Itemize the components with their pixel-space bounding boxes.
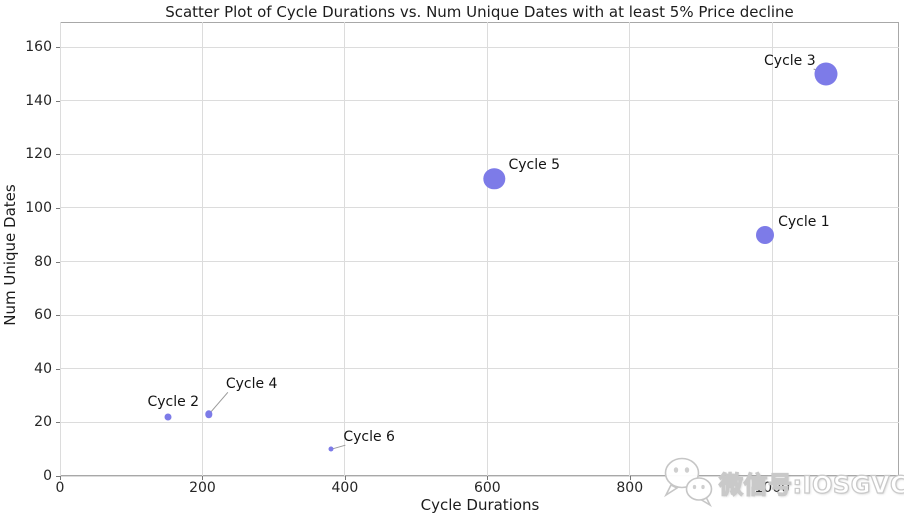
x-gridline bbox=[771, 22, 773, 476]
x-tick-label: 0 bbox=[55, 480, 65, 496]
x-tick-mark bbox=[60, 476, 61, 480]
y-tick-label: 0 bbox=[43, 468, 52, 484]
point-label-cycle-6: Cycle 6 bbox=[343, 429, 395, 446]
scatter-point-cycle-4 bbox=[205, 410, 213, 419]
scatter-point-cycle-2 bbox=[164, 413, 172, 421]
x-gridline bbox=[629, 22, 631, 476]
x-tick-label: 800 bbox=[616, 480, 644, 496]
x-tick-label: 400 bbox=[331, 480, 359, 496]
point-label-cycle-5: Cycle 5 bbox=[508, 156, 561, 173]
watermark-text: 微信号:IOSGVC bbox=[718, 470, 904, 499]
y-tick-mark bbox=[56, 100, 60, 102]
y-gridline bbox=[60, 314, 899, 316]
y-gridline bbox=[60, 46, 899, 48]
point-label-cycle-1: Cycle 1 bbox=[778, 213, 830, 230]
point-label-cycle-3: Cycle 3 bbox=[764, 52, 816, 69]
y-tick-mark bbox=[56, 154, 60, 156]
x-gridline bbox=[344, 22, 346, 476]
y-tick-mark bbox=[56, 47, 60, 49]
y-tick-label: 80 bbox=[34, 253, 52, 270]
y-tick-mark bbox=[56, 368, 60, 370]
y-gridline bbox=[60, 100, 899, 102]
x-tick-label: 200 bbox=[189, 480, 216, 496]
y-tick-label: 140 bbox=[25, 92, 52, 109]
x-tick-label: 600 bbox=[473, 480, 501, 496]
y-gridline bbox=[60, 475, 899, 477]
x-tick-label: 1000 bbox=[754, 480, 791, 496]
leader-line-cycle-4 bbox=[208, 392, 229, 415]
x-tick-mark bbox=[772, 476, 774, 480]
x-axis-label: Cycle Durations bbox=[420, 496, 540, 514]
scatter-point-cycle-6 bbox=[328, 446, 334, 452]
y-tick-label: 100 bbox=[25, 199, 52, 216]
x-tick-mark bbox=[202, 476, 204, 480]
y-tick-mark bbox=[56, 476, 60, 477]
point-label-cycle-4: Cycle 4 bbox=[225, 376, 278, 393]
y-tick-label: 20 bbox=[34, 414, 52, 431]
y-tick-label: 40 bbox=[34, 360, 52, 377]
x-tick-mark bbox=[487, 476, 489, 480]
point-label-cycle-2: Cycle 2 bbox=[147, 394, 200, 411]
y-gridline bbox=[60, 368, 899, 370]
y-tick-mark bbox=[56, 422, 60, 424]
plot-area bbox=[60, 22, 899, 476]
chart-title: Scatter Plot of Cycle Durations vs. Num … bbox=[165, 3, 794, 21]
wechat-watermark: 微信号:IOSGVC bbox=[662, 455, 904, 509]
x-gridline bbox=[59, 22, 61, 476]
scatter-point-cycle-5 bbox=[483, 167, 506, 190]
x-tick-mark bbox=[344, 476, 346, 480]
y-tick-mark bbox=[56, 207, 60, 209]
y-tick-label: 60 bbox=[34, 307, 52, 324]
x-tick-mark bbox=[629, 476, 631, 480]
x-gridline bbox=[486, 22, 488, 476]
wechat-icon bbox=[663, 457, 713, 508]
x-gridline bbox=[201, 22, 203, 476]
scatter-point-cycle-3 bbox=[814, 62, 838, 86]
y-tick-mark bbox=[56, 261, 60, 263]
y-gridline bbox=[60, 153, 899, 155]
y-tick-mark bbox=[56, 315, 60, 317]
y-gridline bbox=[60, 207, 899, 209]
scatter-point-cycle-1 bbox=[756, 225, 775, 244]
y-tick-label: 160 bbox=[25, 39, 52, 56]
y-tick-label: 120 bbox=[25, 146, 52, 163]
y-gridline bbox=[60, 421, 899, 423]
y-gridline bbox=[60, 261, 899, 263]
